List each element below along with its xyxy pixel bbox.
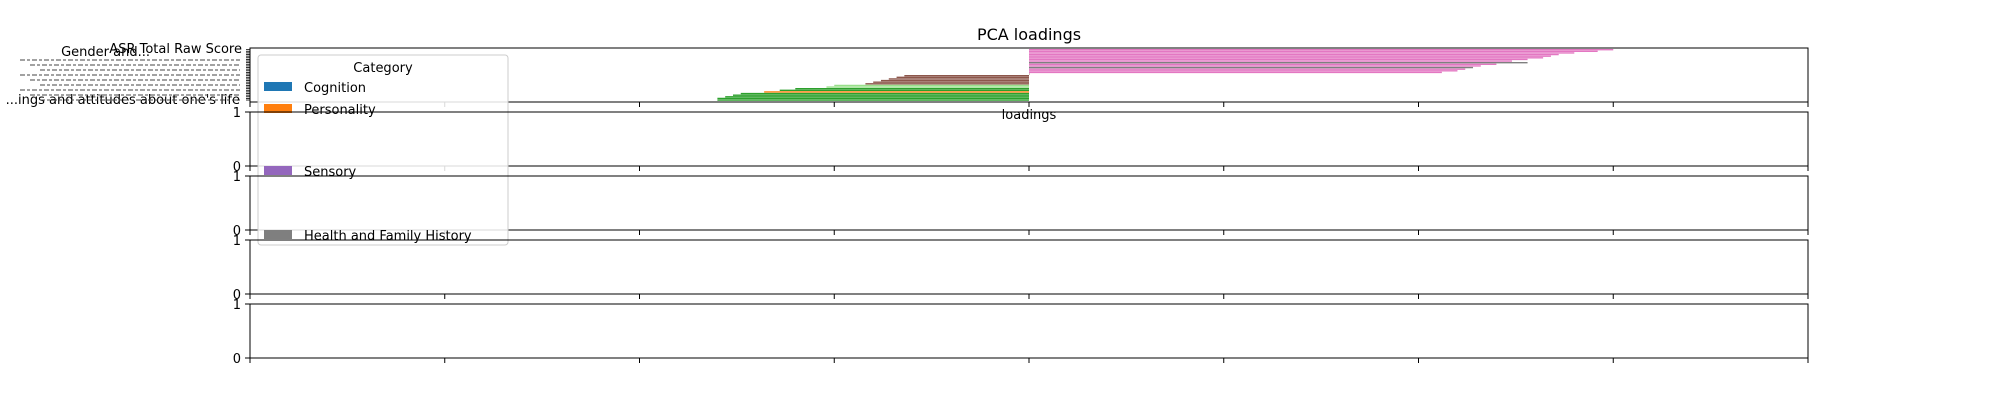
bar [826,86,1029,88]
bar [896,76,1029,79]
legend-swatch [264,166,292,175]
x-axis-label: loadings [1002,108,1057,123]
legend-entry-label: Health and Family History [304,229,472,244]
y-tick-label: ASR Total Raw Score [109,42,242,57]
bar [1029,66,1474,69]
bar [740,92,1029,95]
bar [1029,52,1575,54]
subplot-frame [249,239,1809,295]
legend-entry-label: Personality [304,103,376,118]
bar [1029,50,1598,53]
bar [1029,53,1559,56]
y-tick-label: 1 [233,106,241,121]
bar [764,91,1029,93]
legend-entry-label: Sensory [304,165,357,180]
chart-title: PCA loadings [977,25,1081,44]
legend-swatch [264,82,292,91]
bar [1029,62,1528,64]
legend-title: Category [353,61,413,76]
y-tick-label: 0 [233,288,241,303]
y-tick-label: 1 [233,234,241,249]
bar [1029,63,1497,66]
bar [1029,49,1614,51]
bar [717,99,1029,101]
bar [795,88,1029,90]
y-tick-label: 1 [233,298,241,313]
bar [1029,65,1481,67]
y-tick-label: Gender and... [61,45,150,60]
bar [1029,70,1458,72]
bar [834,84,1029,87]
legend-swatch [264,104,292,113]
legend-entry-label: Cognition [304,81,366,96]
y-tick-label: ...ings and attitudes about one's life [6,93,240,108]
bar [880,79,1029,82]
bar [725,96,1029,98]
y-tick-label: 0 [233,160,241,175]
bar [779,89,1029,92]
y-tick-label: 0 [233,224,241,239]
bar [732,94,1029,96]
bar [1029,73,1030,75]
legend-swatch [264,230,292,239]
bar [1029,68,1466,70]
bar [717,97,1029,100]
legend-box [257,54,509,246]
bar [904,75,1029,77]
legend: Category Cognition Personality Sensory Healt… [257,54,509,246]
bar [1029,57,1544,59]
bar [873,81,1029,83]
y-tick-label: 0 [233,352,241,367]
bar [1029,55,1551,57]
bar [1029,71,1442,74]
bar [888,78,1029,80]
bar [865,83,1029,85]
subplot-frame [249,303,1809,359]
bar [1029,58,1528,61]
bar [1029,60,1512,62]
y-tick-label: 1 [233,170,241,185]
